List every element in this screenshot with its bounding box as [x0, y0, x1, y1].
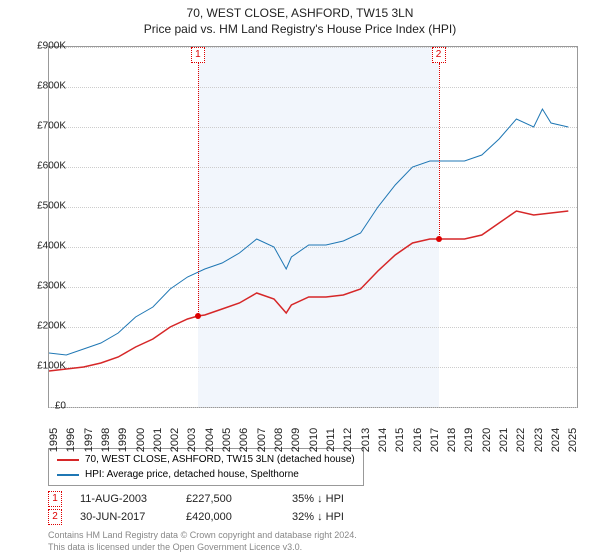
transaction-date: 30-JUN-2017	[80, 511, 168, 523]
x-axis-label: 1995	[48, 428, 60, 452]
y-axis-label: £900K	[37, 41, 66, 52]
x-axis-label: 2009	[290, 428, 302, 452]
y-axis-label: £400K	[37, 241, 66, 252]
chart-plot-area: 12	[48, 46, 578, 408]
x-axis-label: 2011	[325, 428, 337, 452]
x-axis-label: 2002	[169, 428, 181, 452]
x-axis-label: 2017	[429, 428, 441, 452]
y-axis-label: £100K	[37, 361, 66, 372]
transaction-date: 11-AUG-2003	[80, 493, 168, 505]
y-axis-label: £200K	[37, 321, 66, 332]
x-axis-label: 2025	[567, 428, 579, 452]
footer-line: Contains HM Land Registry data © Crown c…	[48, 530, 357, 542]
transaction-delta: 35% ↓ HPI	[292, 493, 380, 505]
y-axis-label: £0	[55, 401, 66, 412]
chart-series-line	[49, 109, 568, 355]
x-axis-label: 2014	[377, 428, 389, 452]
x-axis-label: 2024	[550, 428, 562, 452]
x-axis-label: 2010	[308, 428, 320, 452]
x-axis-label: 2015	[394, 428, 406, 452]
x-axis-label: 2007	[256, 428, 268, 452]
chart-title: 70, WEST CLOSE, ASHFORD, TW15 3LN	[0, 0, 600, 22]
chart-subtitle: Price paid vs. HM Land Registry's House …	[0, 22, 600, 36]
marker-guideline	[198, 63, 199, 316]
x-axis-label: 1997	[83, 428, 95, 452]
x-axis-label: 2004	[204, 428, 216, 452]
footer-line: This data is licensed under the Open Gov…	[48, 542, 357, 554]
x-axis-label: 2016	[412, 428, 424, 452]
transaction-marker-box: 2	[48, 509, 62, 525]
legend-label: HPI: Average price, detached house, Spel…	[85, 467, 299, 482]
y-axis-label: £500K	[37, 201, 66, 212]
x-axis-label: 2000	[135, 428, 147, 452]
x-axis-label: 1996	[65, 428, 77, 452]
transaction-price: £420,000	[186, 511, 274, 523]
transaction-delta: 32% ↓ HPI	[292, 511, 380, 523]
x-axis-label: 2018	[446, 428, 458, 452]
marker-number-box: 1	[191, 47, 205, 63]
transaction-marker-box: 1	[48, 491, 62, 507]
transaction-table: 1 11-AUG-2003 £227,500 35% ↓ HPI 2 30-JUN-201…	[48, 490, 380, 526]
attribution-footer: Contains HM Land Registry data © Crown c…	[48, 530, 357, 553]
marker-number-box: 2	[432, 47, 446, 63]
x-axis-label: 2021	[498, 428, 510, 452]
transaction-price: £227,500	[186, 493, 274, 505]
transaction-row: 1 11-AUG-2003 £227,500 35% ↓ HPI	[48, 490, 380, 508]
legend-item: 70, WEST CLOSE, ASHFORD, TW15 3LN (detac…	[57, 452, 355, 467]
x-axis-label: 2019	[463, 428, 475, 452]
x-axis-label: 2008	[273, 428, 285, 452]
legend-swatch	[57, 459, 79, 461]
legend-label: 70, WEST CLOSE, ASHFORD, TW15 3LN (detac…	[85, 452, 355, 467]
y-axis-label: £600K	[37, 161, 66, 172]
x-axis-label: 2012	[342, 428, 354, 452]
x-axis-label: 2020	[481, 428, 493, 452]
marker-guideline	[439, 63, 440, 239]
transaction-row: 2 30-JUN-2017 £420,000 32% ↓ HPI	[48, 508, 380, 526]
x-axis-label: 2003	[186, 428, 198, 452]
x-axis-label: 2022	[515, 428, 527, 452]
x-axis-label: 2006	[238, 428, 250, 452]
x-axis-label: 2005	[221, 428, 233, 452]
y-axis-label: £700K	[37, 121, 66, 132]
y-axis-label: £800K	[37, 81, 66, 92]
chart-series-line	[49, 211, 568, 371]
chart-legend: 70, WEST CLOSE, ASHFORD, TW15 3LN (detac…	[48, 448, 364, 486]
x-axis-label: 2023	[533, 428, 545, 452]
x-axis-label: 2001	[152, 428, 164, 452]
x-axis-label: 1998	[100, 428, 112, 452]
legend-item: HPI: Average price, detached house, Spel…	[57, 467, 355, 482]
x-axis-label: 2013	[360, 428, 372, 452]
x-axis-label: 1999	[117, 428, 129, 452]
y-axis-label: £300K	[37, 281, 66, 292]
legend-swatch	[57, 474, 79, 476]
